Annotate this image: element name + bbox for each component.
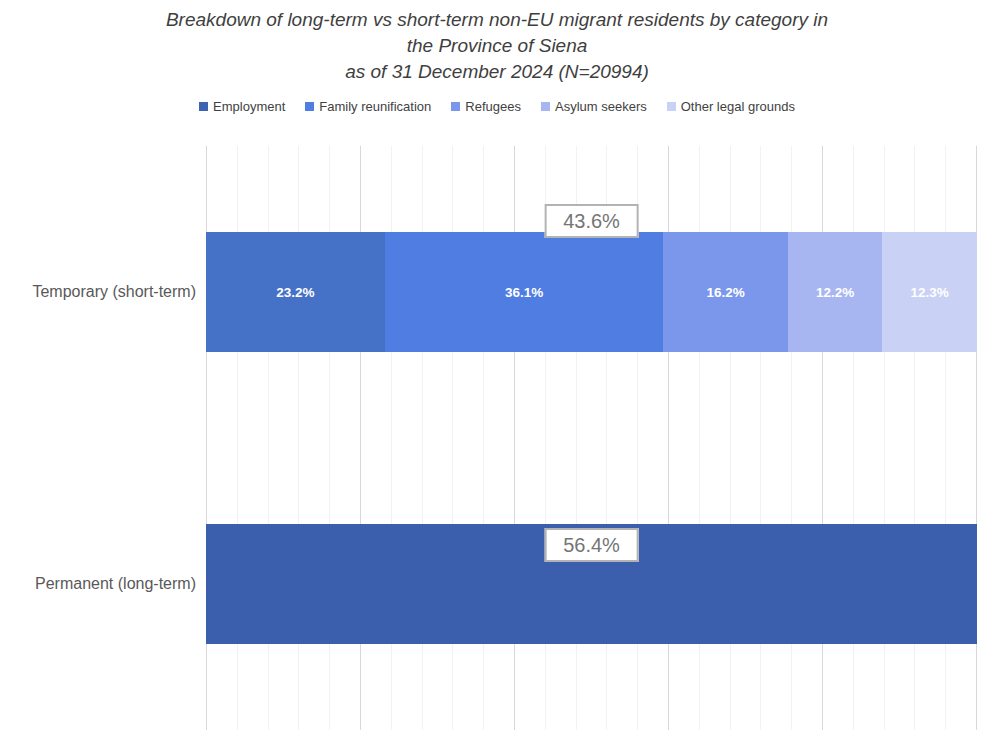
- legend-item-employment: Employment: [199, 99, 285, 114]
- category-label: Permanent (long-term): [35, 524, 196, 644]
- legend-item-label: Asylum seekers: [555, 99, 647, 114]
- legend-item-refugees: Refugees: [451, 99, 521, 114]
- category-label: Temporary (short-term): [32, 232, 196, 352]
- chart-canvas: Breakdown of long-term vs short-term non…: [0, 0, 994, 744]
- legend-marker-icon: [667, 102, 676, 111]
- segment-value-label: 23.2%: [276, 285, 314, 300]
- bar-temporary-short-term-: 23.2% 36.1% 16.2% 12.2% 12.3%: [206, 232, 977, 352]
- segment-employment: 23.2%: [206, 232, 385, 352]
- legend-marker-icon: [451, 102, 460, 111]
- legend-item-family-reunification: Family reunification: [305, 99, 431, 114]
- chart-legend: Employment Family reunification Refugees As…: [0, 99, 994, 114]
- chart-title: Breakdown of long-term vs short-term non…: [0, 7, 994, 85]
- legend-item-label: Refugees: [465, 99, 521, 114]
- plot-area: 23.2% 36.1% 16.2% 12.2% 12.3% 43.6% 56.4%: [206, 146, 977, 730]
- legend-marker-icon: [541, 102, 550, 111]
- legend-marker-icon: [305, 102, 314, 111]
- chart-title-line-2: the Province of Siena: [0, 33, 994, 59]
- legend-item-other-legal-grounds: Other legal grounds: [667, 99, 795, 114]
- segment-asylum-seekers: 12.2%: [788, 232, 882, 352]
- chart-title-line-1: Breakdown of long-term vs short-term non…: [0, 7, 994, 33]
- segment-value-label: 16.2%: [706, 285, 744, 300]
- legend-marker-icon: [199, 102, 208, 111]
- segment-refugees: 16.2%: [663, 232, 788, 352]
- legend-item-label: Employment: [213, 99, 285, 114]
- segment-value-label: 36.1%: [505, 285, 543, 300]
- segment-value-label: 12.2%: [816, 285, 854, 300]
- segment-other-legal-grounds: 12.3%: [882, 232, 977, 352]
- legend-item-label: Other legal grounds: [681, 99, 795, 114]
- segment-value-label: 12.3%: [910, 285, 948, 300]
- chart-title-line-3: as of 31 December 2024 (N=20994): [0, 59, 994, 85]
- segment-family-reunification: 36.1%: [385, 232, 663, 352]
- total-share-label: 43.6%: [544, 204, 639, 238]
- total-share-label: 56.4%: [544, 528, 639, 562]
- legend-item-asylum-seekers: Asylum seekers: [541, 99, 647, 114]
- legend-item-label: Family reunification: [319, 99, 431, 114]
